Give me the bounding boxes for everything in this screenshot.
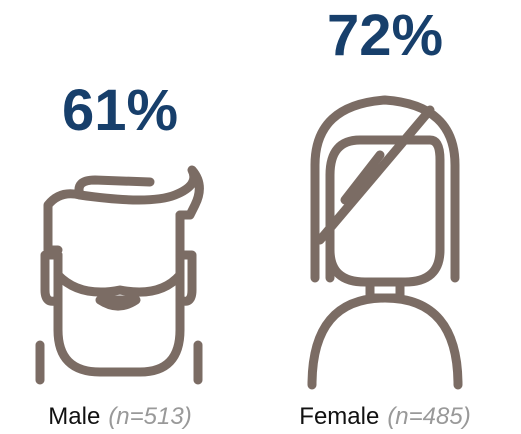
category-name: Male [48, 403, 100, 430]
female-icon [307, 95, 463, 390]
male-icon [35, 165, 204, 385]
category-label: Female (n=485) [299, 403, 470, 430]
sample-size: (n=485) [387, 403, 470, 430]
value-label: 72% [327, 3, 443, 68]
sample-size: (n=513) [108, 403, 191, 430]
value-label: 61% [62, 78, 178, 143]
category-name: Female [299, 403, 379, 430]
category-label: Male (n=513) [48, 403, 191, 430]
